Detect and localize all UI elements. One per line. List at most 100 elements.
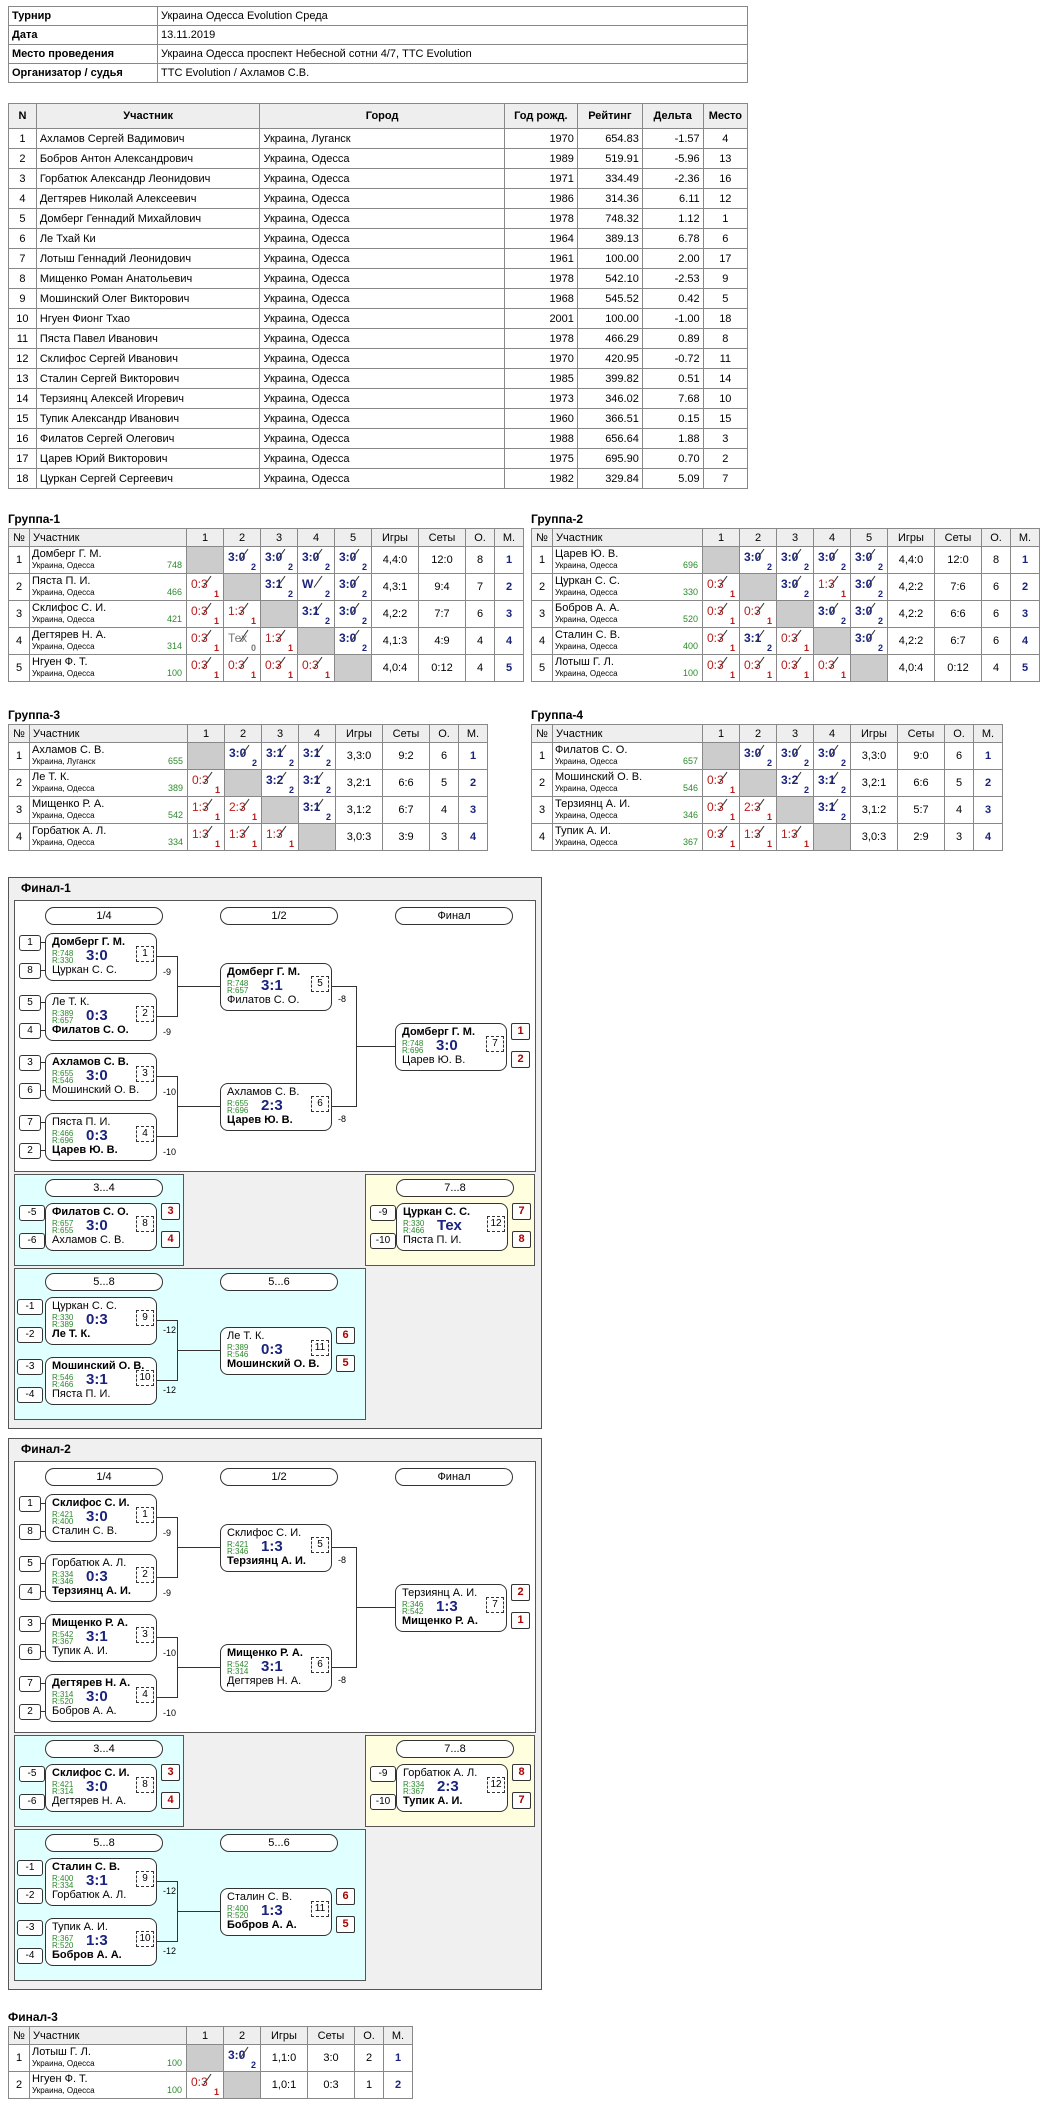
match-score-cell[interactable]: 2:3 1 xyxy=(739,796,777,824)
match-score-cell[interactable]: 0:3 1 xyxy=(702,600,740,628)
match-score-cell[interactable]: 3:0 2 xyxy=(739,546,777,574)
match-score-cell[interactable]: 3:0 2 xyxy=(223,2044,261,2072)
match-score-cell[interactable]: 0:3 1 xyxy=(186,600,224,628)
match-score-cell[interactable]: 0:3 1 xyxy=(776,654,814,682)
player-2-name: Филатов С. О. xyxy=(52,1024,129,1036)
match-box[interactable]: Мищенко Р. А. R:542 R:314 Дегтярев Н. А. 3:1… xyxy=(220,1644,332,1692)
match-box[interactable]: Ле Т. К. R:389 R:657 Филатов С. О. 0:3 2 xyxy=(45,993,157,1041)
match-box[interactable]: Горбатюк А. Л. R:334 R:346 Терзиянц А. И. 0:… xyxy=(45,1554,157,1602)
match-score-cell[interactable]: 0:3 1 xyxy=(186,573,224,601)
match-score-cell[interactable]: 0:3 1 xyxy=(776,627,814,655)
match-box[interactable]: Филатов С. О. R:657 R:655 Ахламов С. В. 3:0 8 xyxy=(45,1203,157,1251)
match-box[interactable]: Сталин С. В. R:400 R:520 Бобров А. А. 1:3 11 xyxy=(220,1888,332,1936)
participant-rating: 748 xyxy=(166,560,182,570)
match-score-cell[interactable]: 1:3 1 xyxy=(776,823,814,851)
match-score-cell[interactable]: 0:3 1 xyxy=(702,796,740,824)
match-score-cell[interactable]: 3:0 2 xyxy=(739,742,777,770)
match-score-cell[interactable]: 3:1 2 xyxy=(261,742,299,770)
match-score-cell[interactable]: 0:3 1 xyxy=(739,654,777,682)
match-box[interactable]: Пяста П. И. R:466 R:696 Царев Ю. В. 0:3 4 xyxy=(45,1113,157,1161)
match-score-cell[interactable]: 0:3 1 xyxy=(186,2071,224,2099)
match-box[interactable]: Дегтярев Н. А. R:314 R:520 Бобров А. А. 3:0 4 xyxy=(45,1674,157,1722)
match-score-cell[interactable]: 1:3 1 xyxy=(187,796,225,824)
match-score-cell[interactable]: 3:1 2 xyxy=(813,796,851,824)
match-box[interactable]: Тупик А. И. R:367 R:520 Бобров А. А. 1:3 10 xyxy=(45,1918,157,1966)
match-box[interactable]: Склифос С. И. R:421 R:346 Терзиянц А. И. 1:3… xyxy=(220,1524,332,1572)
match-score-cell[interactable]: 0:3 1 xyxy=(260,654,298,682)
match-score-cell[interactable]: 0:3 1 xyxy=(702,627,740,655)
match-score-cell[interactable]: 3:0 2 xyxy=(334,627,372,655)
match-box[interactable]: Цуркан С. С. R:330 R:389 Ле Т. К. 0:3 9 xyxy=(45,1297,157,1345)
match-score-cell[interactable]: 3:0 2 xyxy=(260,546,298,574)
match-score-cell[interactable]: 3:0 2 xyxy=(850,627,888,655)
match-box[interactable]: Склифос С. И. R:421 R:314 Дегтярев Н. А. 3:0… xyxy=(45,1764,157,1812)
match-score-cell[interactable]: 3:0 2 xyxy=(813,600,851,628)
match-box[interactable]: Горбатюк А. Л. R:334 R:367 Тупик А. И. 2:3 12 xyxy=(396,1764,508,1812)
match-score-cell[interactable]: 3:0 2 xyxy=(850,600,888,628)
match-score-cell[interactable]: 3:2 2 xyxy=(776,769,814,797)
match-score-cell[interactable]: 0:3 1 xyxy=(186,627,224,655)
group-row-number: 2 xyxy=(531,769,553,797)
match-box[interactable]: Терзиянц А. И. R:346 R:542 Мищенко Р. А. 1:3… xyxy=(395,1584,507,1632)
match-score-cell[interactable]: 3:0 2 xyxy=(850,573,888,601)
info-value: 13.11.2019 xyxy=(157,25,748,45)
match-box[interactable]: Ахламов С. В. R:655 R:696 Царев Ю. В. 2:3 6 xyxy=(220,1083,332,1131)
match-score-cell[interactable]: 3:1 2 xyxy=(298,742,336,770)
match-score-cell[interactable]: 3:0 2 xyxy=(850,546,888,574)
participant-name: Мищенко Р. А. xyxy=(32,798,105,810)
match-score-cell[interactable]: 3:0 2 xyxy=(334,573,372,601)
match-score-cell[interactable]: 3:0 2 xyxy=(224,742,262,770)
match-score-cell[interactable]: 3:1 2 xyxy=(813,769,851,797)
match-score-cell[interactable]: 1:3 1 xyxy=(223,600,261,628)
match-score-cell[interactable]: 3:0 2 xyxy=(776,546,814,574)
player-1-rating: R:748 xyxy=(402,1039,424,1048)
match-box[interactable]: Домберг Г. М. R:748 R:330 Цуркан С. С. 3:0 1 xyxy=(45,933,157,981)
match-score-cell[interactable]: 3:1 2 xyxy=(297,600,335,628)
match-score-cell[interactable]: 0:3 1 xyxy=(702,573,740,601)
match-box[interactable]: Мошинский О. В. R:546 R:466 Пяста П. И. 3:1 1… xyxy=(45,1357,157,1405)
match-box[interactable]: Домберг Г. М. R:748 R:657 Филатов С. О. 3:1 5 xyxy=(220,963,332,1011)
match-score-cell[interactable]: 3:0 2 xyxy=(223,546,261,574)
match-score-cell[interactable]: 3:1 2 xyxy=(739,627,777,655)
match-score-cell[interactable]: 3:0 2 xyxy=(813,546,851,574)
match-score-cell[interactable]: 1:3 1 xyxy=(224,823,262,851)
match-score-cell[interactable]: 1:3 1 xyxy=(739,823,777,851)
match-score-cell[interactable]: 0:3 1 xyxy=(739,600,777,628)
match-score: 2:3 xyxy=(744,800,761,814)
match-score-cell[interactable]: 3:1 2 xyxy=(298,796,336,824)
match-score-cell[interactable]: 1:3 1 xyxy=(261,823,299,851)
match-box[interactable]: Мищенко Р. А. R:542 R:367 Тупик А. И. 3:1 3 xyxy=(45,1614,157,1662)
match-score-cell[interactable]: 3:0 2 xyxy=(776,573,814,601)
match-score-cell[interactable]: 3:1 2 xyxy=(260,573,298,601)
loser-goes-to: -8 xyxy=(338,994,347,1004)
match-score-cell[interactable]: 0:3 1 xyxy=(187,769,225,797)
match-points: 2 xyxy=(803,785,809,795)
match-box[interactable]: Склифос С. И. R:421 R:400 Сталин С. В. 3:0 1 xyxy=(45,1494,157,1542)
match-score-cell[interactable]: 3:0 2 xyxy=(813,742,851,770)
match-score-cell[interactable]: Тех 0 xyxy=(223,627,261,655)
match-score-cell[interactable]: 1:3 1 xyxy=(187,823,225,851)
match-score-cell[interactable]: 0:3 1 xyxy=(223,654,261,682)
match-score-cell[interactable]: 3:0 2 xyxy=(297,546,335,574)
match-score-cell[interactable]: 0:3 1 xyxy=(186,654,224,682)
match-score-cell[interactable]: 3:0 2 xyxy=(334,546,372,574)
match-score-cell[interactable]: 0:3 1 xyxy=(813,654,851,682)
match-box[interactable]: Домберг Г. М. R:748 R:696 Царев Ю. В. 3:0 7 xyxy=(395,1023,507,1071)
match-score-cell[interactable]: 1:3 1 xyxy=(813,573,851,601)
match-box[interactable]: Ахламов С. В. R:655 R:546 Мошинский О. В. 3:… xyxy=(45,1053,157,1101)
match-score-cell[interactable]: 0:3 1 xyxy=(297,654,335,682)
match-score-cell[interactable]: 2:3 1 xyxy=(224,796,262,824)
match-box[interactable]: Цуркан С. С. R:330 R:466 Пяста П. И. Тех 12 xyxy=(396,1203,508,1251)
match-score-cell[interactable]: 3:0 2 xyxy=(334,600,372,628)
match-score-cell[interactable]: 0:3 1 xyxy=(702,654,740,682)
group-row: 1 Царев Ю. В. Украина, Одесса 696 3:0 2 3:0 2 3:… xyxy=(531,546,1040,574)
match-box[interactable]: Ле Т. К. R:389 R:546 Мошинский О. В. 0:3 11 xyxy=(220,1327,332,1375)
match-score-cell[interactable]: 3:1 2 xyxy=(298,769,336,797)
match-score-cell[interactable]: 1:3 1 xyxy=(260,627,298,655)
match-score-cell[interactable]: 0:3 1 xyxy=(702,769,740,797)
match-score-cell[interactable]: 0:3 1 xyxy=(702,823,740,851)
match-score-cell[interactable]: 3:2 2 xyxy=(261,769,299,797)
match-score-cell[interactable]: 3:0 2 xyxy=(776,742,814,770)
match-box[interactable]: Сталин С. В. R:400 R:334 Горбатюк А. Л. 3:1 9 xyxy=(45,1858,157,1906)
